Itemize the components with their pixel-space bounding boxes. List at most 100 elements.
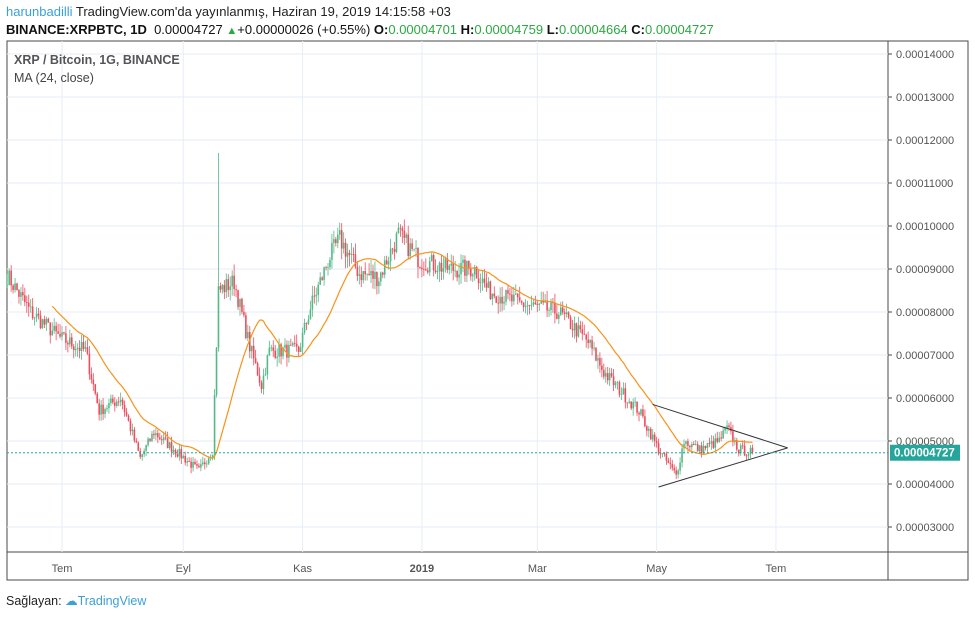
candle bbox=[505, 289, 507, 306]
candle bbox=[135, 438, 138, 444]
candle bbox=[115, 399, 118, 408]
candle bbox=[389, 238, 392, 272]
y-tick-label: 0.00008000 bbox=[896, 307, 954, 319]
candle bbox=[383, 255, 386, 279]
candle bbox=[483, 269, 486, 288]
candle bbox=[567, 311, 570, 319]
candle bbox=[335, 236, 337, 247]
candle bbox=[710, 435, 713, 450]
candle bbox=[110, 394, 112, 406]
candle bbox=[14, 278, 16, 293]
candle bbox=[184, 451, 187, 466]
candle bbox=[718, 431, 721, 443]
candle bbox=[726, 420, 728, 434]
candle bbox=[376, 271, 378, 295]
candle bbox=[37, 308, 40, 320]
candle bbox=[348, 249, 351, 267]
candle bbox=[276, 348, 278, 367]
candle bbox=[667, 457, 670, 464]
candle bbox=[47, 317, 50, 323]
candle bbox=[489, 280, 492, 301]
candle bbox=[732, 424, 734, 447]
tradingview-link[interactable]: TradingView bbox=[77, 594, 147, 608]
candle bbox=[160, 435, 163, 445]
candle bbox=[487, 277, 490, 289]
candle bbox=[673, 464, 676, 474]
candle bbox=[72, 344, 75, 359]
candle bbox=[548, 307, 550, 317]
candle bbox=[90, 367, 93, 384]
candle bbox=[342, 232, 345, 254]
candle bbox=[692, 441, 695, 446]
triangle-lower-line bbox=[658, 447, 788, 488]
candle bbox=[655, 436, 658, 448]
candle bbox=[440, 254, 443, 281]
candle bbox=[571, 319, 574, 338]
candle bbox=[426, 267, 429, 275]
candle bbox=[217, 152, 220, 352]
candle bbox=[114, 397, 116, 412]
candle bbox=[612, 368, 615, 392]
candle bbox=[360, 266, 363, 288]
candle bbox=[698, 445, 701, 453]
candle bbox=[434, 259, 437, 274]
candle bbox=[248, 325, 251, 359]
candle bbox=[350, 243, 353, 264]
low-value: 0.00004664 bbox=[558, 22, 628, 37]
candle bbox=[743, 440, 746, 457]
candle bbox=[92, 373, 95, 392]
candle bbox=[119, 392, 122, 407]
candle bbox=[610, 368, 613, 378]
candle bbox=[657, 438, 660, 456]
candle bbox=[583, 324, 586, 336]
candle bbox=[372, 264, 374, 289]
candle bbox=[661, 453, 664, 458]
candle bbox=[462, 255, 464, 273]
candle bbox=[243, 304, 245, 318]
y-tick-label: 0.00012000 bbox=[896, 135, 954, 147]
candle bbox=[141, 453, 143, 461]
candle bbox=[94, 383, 97, 396]
candle bbox=[407, 225, 410, 260]
candle bbox=[65, 326, 67, 350]
candle bbox=[88, 346, 91, 380]
candle bbox=[378, 277, 380, 294]
triangle-upper-line bbox=[652, 403, 788, 449]
candle bbox=[221, 284, 224, 294]
candle bbox=[630, 401, 632, 411]
candle bbox=[622, 382, 625, 395]
candle bbox=[260, 380, 263, 394]
candle bbox=[35, 306, 38, 322]
candle bbox=[659, 448, 662, 459]
candle bbox=[632, 398, 634, 416]
last-price-label: 0.00004727 bbox=[894, 448, 955, 460]
candle bbox=[33, 316, 36, 326]
candle bbox=[131, 423, 134, 436]
candle bbox=[624, 382, 627, 409]
indicator-label[interactable]: MA (24, close) bbox=[14, 71, 94, 85]
candle bbox=[428, 256, 431, 277]
candle bbox=[432, 253, 435, 277]
candle bbox=[581, 321, 584, 341]
candle bbox=[620, 387, 623, 401]
candle bbox=[601, 357, 603, 378]
candle bbox=[370, 259, 372, 283]
candle bbox=[634, 397, 636, 407]
candle bbox=[346, 243, 349, 268]
candle bbox=[385, 255, 388, 265]
candle bbox=[80, 334, 83, 360]
candle bbox=[186, 457, 188, 467]
candle bbox=[691, 442, 693, 451]
candle bbox=[309, 300, 312, 320]
candle bbox=[305, 322, 308, 331]
candle bbox=[59, 324, 61, 339]
candle bbox=[409, 237, 411, 260]
candle bbox=[591, 335, 593, 356]
candle bbox=[112, 394, 114, 405]
candle bbox=[585, 333, 588, 348]
candle bbox=[317, 281, 320, 303]
author-link[interactable]: harunbadilli bbox=[6, 4, 73, 19]
candle bbox=[196, 460, 198, 469]
candle bbox=[526, 300, 529, 316]
